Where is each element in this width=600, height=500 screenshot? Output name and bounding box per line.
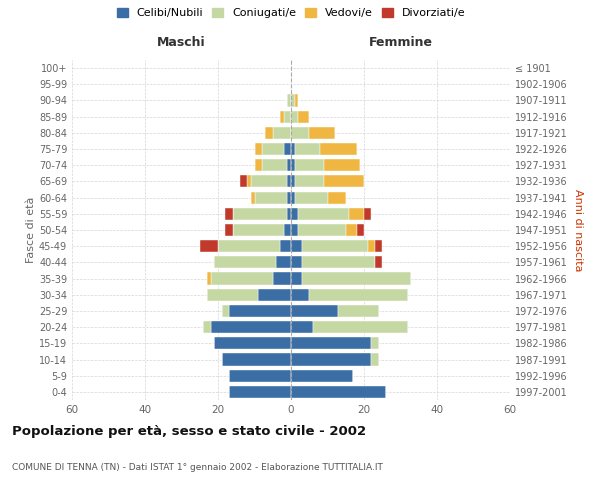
- Bar: [291, 386, 386, 398]
- Bar: [291, 256, 302, 268]
- Text: Maschi: Maschi: [157, 36, 206, 49]
- Bar: [214, 338, 291, 349]
- Bar: [229, 370, 291, 382]
- Bar: [207, 288, 258, 301]
- Bar: [302, 272, 412, 284]
- Bar: [211, 321, 291, 333]
- Text: Popolazione per età, sesso e stato civile - 2002: Popolazione per età, sesso e stato civil…: [12, 425, 366, 438]
- Bar: [295, 159, 324, 172]
- Bar: [291, 110, 298, 122]
- Bar: [207, 272, 211, 284]
- Bar: [291, 370, 353, 382]
- Text: COMUNE DI TENNA (TN) - Dati ISTAT 1° gennaio 2002 - Elaborazione TUTTITALIA.IT: COMUNE DI TENNA (TN) - Dati ISTAT 1° gen…: [12, 463, 383, 472]
- Bar: [298, 224, 346, 236]
- Bar: [291, 176, 295, 188]
- Bar: [368, 240, 375, 252]
- Bar: [214, 256, 277, 268]
- Bar: [291, 305, 338, 317]
- Bar: [349, 208, 364, 220]
- Bar: [258, 288, 291, 301]
- Bar: [291, 192, 295, 203]
- Legend: Celibi/Nubili, Coniugati/e, Vedovi/e, Divorziati/e: Celibi/Nubili, Coniugati/e, Vedovi/e, Di…: [113, 4, 469, 21]
- Bar: [371, 338, 379, 349]
- Bar: [262, 143, 284, 155]
- Bar: [254, 159, 262, 172]
- Bar: [291, 224, 298, 236]
- Bar: [291, 159, 295, 172]
- Bar: [295, 192, 328, 203]
- Bar: [328, 192, 346, 203]
- Bar: [291, 272, 302, 284]
- Bar: [273, 127, 291, 139]
- Bar: [262, 159, 287, 172]
- Bar: [346, 224, 356, 236]
- Bar: [309, 288, 408, 301]
- Bar: [298, 208, 349, 220]
- Bar: [284, 110, 291, 122]
- Bar: [280, 240, 291, 252]
- Bar: [371, 354, 379, 366]
- Bar: [211, 272, 273, 284]
- Bar: [287, 192, 291, 203]
- Bar: [251, 192, 254, 203]
- Bar: [287, 176, 291, 188]
- Bar: [375, 240, 382, 252]
- Bar: [295, 94, 298, 106]
- Bar: [218, 240, 280, 252]
- Bar: [254, 192, 287, 203]
- Bar: [233, 224, 284, 236]
- Bar: [313, 321, 408, 333]
- Bar: [302, 256, 375, 268]
- Bar: [240, 176, 247, 188]
- Bar: [203, 321, 211, 333]
- Bar: [287, 208, 291, 220]
- Bar: [291, 127, 309, 139]
- Bar: [284, 224, 291, 236]
- Bar: [221, 354, 291, 366]
- Bar: [233, 208, 287, 220]
- Bar: [277, 256, 291, 268]
- Bar: [221, 305, 229, 317]
- Bar: [324, 159, 361, 172]
- Bar: [200, 240, 218, 252]
- Bar: [287, 94, 291, 106]
- Bar: [291, 143, 295, 155]
- Bar: [254, 143, 262, 155]
- Bar: [226, 208, 233, 220]
- Bar: [375, 256, 382, 268]
- Y-axis label: Anni di nascita: Anni di nascita: [573, 188, 583, 271]
- Bar: [320, 143, 356, 155]
- Bar: [295, 143, 320, 155]
- Bar: [291, 354, 371, 366]
- Bar: [291, 288, 309, 301]
- Bar: [364, 208, 371, 220]
- Bar: [287, 159, 291, 172]
- Bar: [295, 176, 324, 188]
- Bar: [291, 208, 298, 220]
- Bar: [356, 224, 364, 236]
- Bar: [302, 240, 368, 252]
- Bar: [280, 110, 284, 122]
- Bar: [291, 94, 295, 106]
- Bar: [291, 240, 302, 252]
- Bar: [247, 176, 251, 188]
- Bar: [229, 386, 291, 398]
- Bar: [324, 176, 364, 188]
- Bar: [284, 143, 291, 155]
- Bar: [229, 305, 291, 317]
- Bar: [291, 338, 371, 349]
- Bar: [298, 110, 309, 122]
- Y-axis label: Fasce di età: Fasce di età: [26, 197, 36, 263]
- Bar: [251, 176, 287, 188]
- Bar: [273, 272, 291, 284]
- Bar: [291, 321, 313, 333]
- Bar: [309, 127, 335, 139]
- Bar: [338, 305, 379, 317]
- Text: Femmine: Femmine: [368, 36, 433, 49]
- Bar: [226, 224, 233, 236]
- Bar: [265, 127, 273, 139]
